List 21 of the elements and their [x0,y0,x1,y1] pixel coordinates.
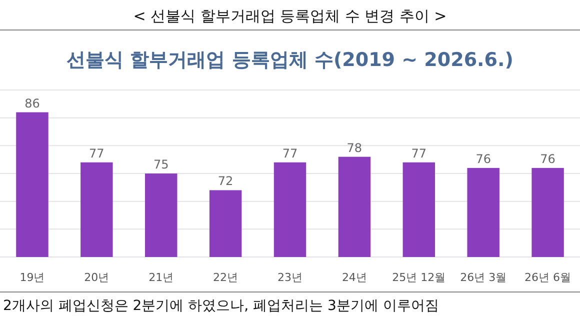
data-label: 77 [411,146,427,160]
data-label: 78 [346,140,362,155]
data-label: 76 [476,152,491,166]
x-tick-label: 26년 6월 [524,271,572,284]
x-tick-label: 20년 [84,271,110,284]
data-label: 75 [153,158,169,172]
text: 2개사의 폐업신청은 2분기에 하였으나, 폐업처리는 3분기에 이루어짐 [3,298,439,314]
x-tick-label: 23년 [278,271,302,284]
x-tick-label: 25년 12월 [392,271,446,284]
x-tick-label: 19년 [20,271,45,284]
data-label: 77 [282,146,298,160]
chart-subtitle: 선불식 할부거래업 등록업체 수(2019 ~ 2026.6.) [66,49,514,71]
x-tick-label: 22년 [213,271,238,284]
data-label: 76 [540,152,556,166]
data-label: 72 [218,174,234,188]
chart-title: < 선불식 할부거래업 등록업체 수 변경 추이 > [133,7,447,25]
x-tick-label: 21년 [148,271,174,284]
x-tick-label: 24년 [342,271,367,284]
data-label: 86 [24,96,40,110]
x-tick-label: 26년 3월 [460,271,507,284]
data-label: 77 [89,146,104,160]
